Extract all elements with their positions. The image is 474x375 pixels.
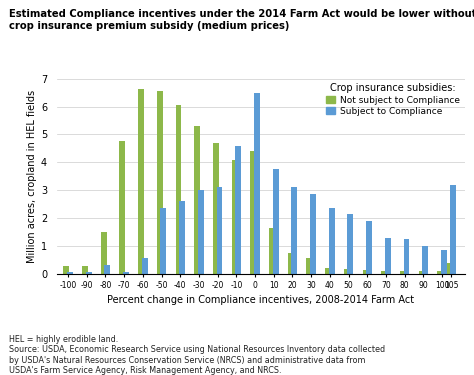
Bar	[179, 201, 185, 274]
Bar	[288, 253, 293, 274]
Bar	[385, 237, 391, 274]
Bar	[138, 88, 144, 274]
Bar	[310, 194, 316, 274]
Legend: Not subject to Compliance, Subject to Compliance: Not subject to Compliance, Subject to Co…	[327, 83, 460, 116]
Bar	[64, 266, 69, 274]
Bar	[419, 271, 425, 274]
Bar	[119, 141, 125, 274]
Text: crop insurance premium subsidy (medium prices): crop insurance premium subsidy (medium p…	[9, 21, 290, 31]
X-axis label: Percent change in Compliance incentives, 2008-2014 Farm Act: Percent change in Compliance incentives,…	[107, 294, 414, 304]
Bar	[232, 159, 237, 274]
Bar	[86, 272, 91, 274]
Bar	[175, 105, 182, 274]
Bar	[104, 266, 110, 274]
Bar	[82, 266, 88, 274]
Bar	[366, 221, 372, 274]
Bar	[347, 214, 353, 274]
Bar	[273, 169, 279, 274]
Bar	[329, 208, 335, 274]
Bar	[325, 268, 331, 274]
Bar	[307, 258, 312, 274]
Bar	[198, 190, 204, 274]
Bar	[450, 184, 456, 274]
Bar	[123, 272, 129, 274]
Bar	[101, 232, 107, 274]
Bar	[363, 270, 368, 274]
Bar	[142, 258, 147, 274]
Bar	[269, 228, 275, 274]
Y-axis label: Million acres, cropland in HEL fields: Million acres, cropland in HEL fields	[27, 90, 37, 263]
Text: HEL = highly erodible land.
Source: USDA, Economic Research Service using Nation: HEL = highly erodible land. Source: USDA…	[9, 335, 386, 375]
Bar	[254, 93, 260, 274]
Bar	[217, 188, 222, 274]
Bar	[250, 151, 256, 274]
Bar	[441, 250, 447, 274]
Bar	[403, 239, 410, 274]
Bar	[381, 271, 387, 274]
Bar	[400, 271, 406, 274]
Bar	[438, 271, 443, 274]
Bar	[292, 188, 297, 274]
Text: Estimated Compliance incentives under the 2014 Farm Act would be lower without l: Estimated Compliance incentives under th…	[9, 9, 474, 20]
Bar	[447, 262, 453, 274]
Bar	[422, 246, 428, 274]
Bar	[213, 143, 219, 274]
Bar	[157, 91, 163, 274]
Bar	[344, 269, 350, 274]
Bar	[235, 146, 241, 274]
Bar	[194, 126, 200, 274]
Bar	[67, 272, 73, 274]
Bar	[161, 208, 166, 274]
